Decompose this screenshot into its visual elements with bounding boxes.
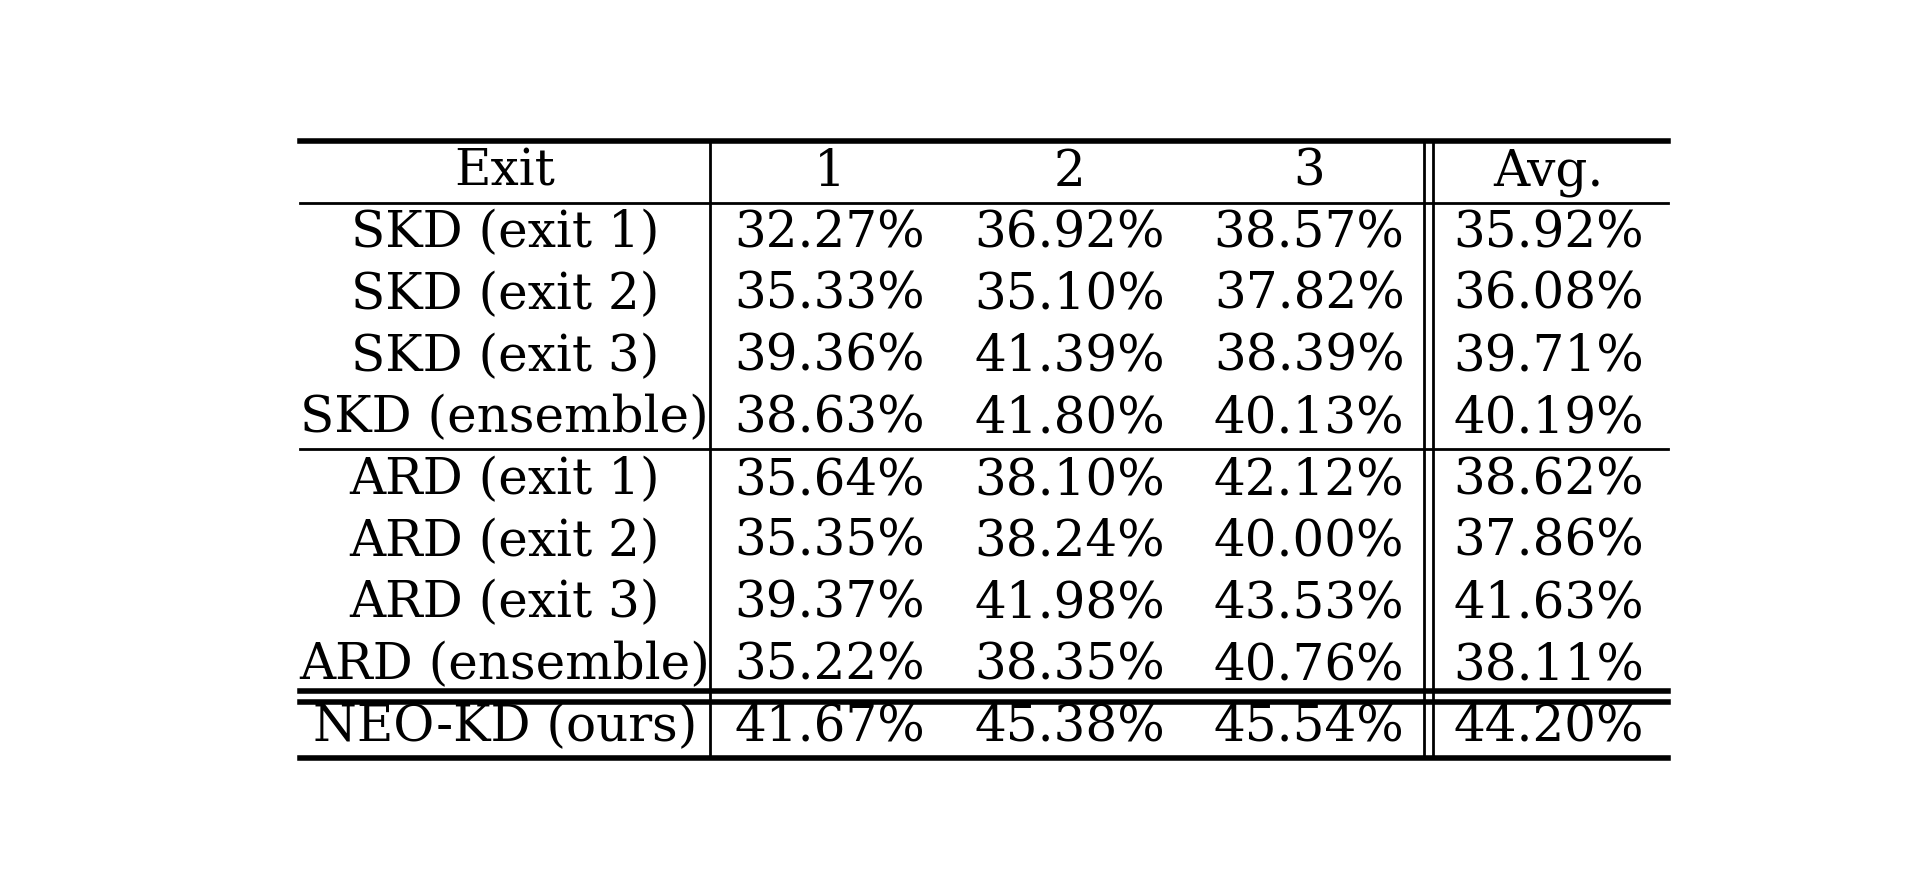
Text: 35.10%: 35.10%	[973, 271, 1165, 320]
Text: ARD (exit 3): ARD (exit 3)	[349, 578, 660, 628]
Text: 41.67%: 41.67%	[735, 702, 925, 752]
Text: 38.62%: 38.62%	[1453, 456, 1644, 505]
Text: 42.12%: 42.12%	[1213, 456, 1404, 505]
Text: 38.10%: 38.10%	[973, 456, 1165, 505]
Text: ARD (exit 2): ARD (exit 2)	[349, 517, 660, 567]
Text: SKD (exit 1): SKD (exit 1)	[351, 209, 659, 258]
Text: 38.24%: 38.24%	[973, 517, 1165, 567]
Text: 3: 3	[1294, 147, 1325, 197]
Text: 38.35%: 38.35%	[973, 641, 1165, 690]
Text: 1: 1	[814, 147, 847, 197]
Text: 44.20%: 44.20%	[1453, 702, 1644, 752]
Text: 35.92%: 35.92%	[1453, 209, 1644, 258]
Text: 38.63%: 38.63%	[735, 394, 925, 443]
Text: 41.80%: 41.80%	[973, 394, 1165, 443]
Text: 45.54%: 45.54%	[1213, 702, 1405, 752]
Text: 35.33%: 35.33%	[735, 271, 925, 320]
Text: 38.11%: 38.11%	[1453, 641, 1644, 690]
Text: SKD (exit 3): SKD (exit 3)	[351, 332, 659, 382]
Text: 40.00%: 40.00%	[1213, 517, 1404, 567]
Text: 35.35%: 35.35%	[735, 517, 925, 567]
Text: 36.92%: 36.92%	[973, 209, 1165, 258]
Text: 39.36%: 39.36%	[735, 332, 925, 382]
Text: 32.27%: 32.27%	[735, 209, 925, 258]
Text: 41.98%: 41.98%	[973, 578, 1165, 628]
Text: 38.57%: 38.57%	[1213, 209, 1405, 258]
Text: 40.19%: 40.19%	[1453, 394, 1644, 443]
Text: 39.37%: 39.37%	[735, 578, 925, 628]
Text: 37.86%: 37.86%	[1453, 517, 1644, 567]
Text: 37.82%: 37.82%	[1213, 271, 1405, 320]
Text: SKD (exit 2): SKD (exit 2)	[351, 271, 659, 320]
Text: ARD (exit 1): ARD (exit 1)	[349, 456, 660, 505]
Text: 35.22%: 35.22%	[735, 641, 925, 690]
Text: 40.13%: 40.13%	[1213, 394, 1404, 443]
Text: NEO-KD (ours): NEO-KD (ours)	[313, 702, 697, 752]
Text: 41.63%: 41.63%	[1453, 578, 1644, 628]
Text: 38.39%: 38.39%	[1213, 332, 1404, 382]
Text: 41.39%: 41.39%	[973, 332, 1165, 382]
Text: 36.08%: 36.08%	[1453, 271, 1644, 320]
Text: ARD (ensemble): ARD (ensemble)	[300, 641, 710, 690]
Text: 43.53%: 43.53%	[1213, 578, 1404, 628]
Text: 45.38%: 45.38%	[973, 702, 1165, 752]
Text: 40.76%: 40.76%	[1213, 641, 1404, 690]
Text: Exit: Exit	[455, 147, 555, 197]
Text: 2: 2	[1054, 147, 1085, 197]
Text: SKD (ensemble): SKD (ensemble)	[301, 394, 708, 443]
Text: Avg.: Avg.	[1494, 147, 1603, 197]
Text: 35.64%: 35.64%	[735, 456, 925, 505]
Text: 39.71%: 39.71%	[1453, 332, 1644, 382]
